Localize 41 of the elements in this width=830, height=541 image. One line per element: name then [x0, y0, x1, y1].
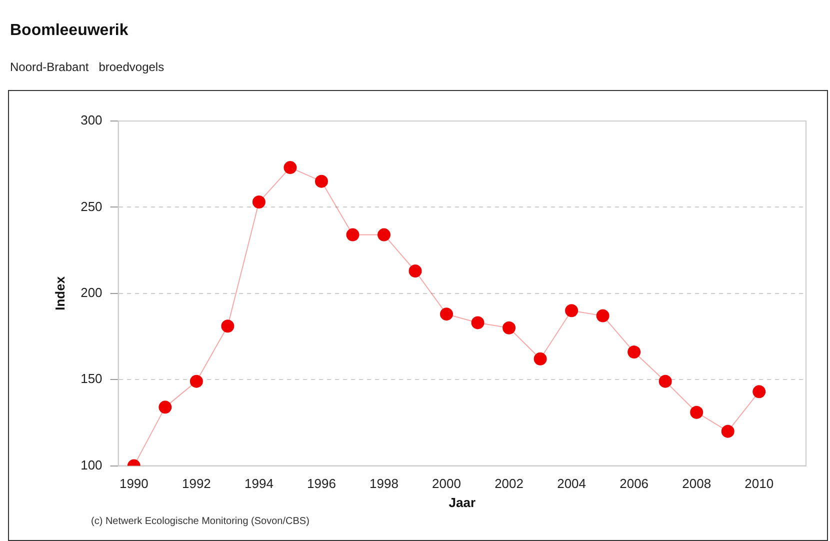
point — [565, 304, 578, 318]
point — [377, 228, 390, 242]
chart-title: Boomleeuwerik — [10, 22, 128, 40]
point — [752, 385, 766, 398]
chart-subtitle: Noord-Brabant broedvogels — [10, 60, 164, 74]
x-tick-label: 1998 — [370, 476, 398, 492]
x-tick-label: 1994 — [244, 476, 274, 492]
y-tick-label: 300 — [80, 112, 102, 128]
x-tick-label: 2010 — [744, 476, 774, 492]
point — [658, 374, 672, 388]
text: (c) Netwerk Ecologische Monitoring (Sovon/CBS) — [91, 516, 310, 527]
point — [158, 400, 172, 414]
x-tick-label: 1990 — [119, 476, 148, 492]
point — [284, 161, 297, 174]
y-tick-label: 250 — [80, 198, 102, 214]
x-tick-label: 1992 — [182, 476, 211, 492]
point — [596, 309, 610, 322]
point — [346, 228, 360, 242]
point — [471, 316, 484, 330]
y-axis-title: Index — [52, 276, 68, 310]
point — [408, 264, 422, 278]
point — [534, 352, 547, 366]
y-tick-label: 200 — [80, 284, 102, 300]
point — [690, 406, 704, 419]
x-tick-label: 1996 — [307, 476, 336, 492]
point — [721, 424, 734, 438]
x-tick-label: 2000 — [432, 476, 461, 492]
point — [221, 320, 234, 333]
y-tick-label: 150 — [80, 371, 102, 386]
point — [252, 196, 266, 209]
x-tick-label: 2006 — [620, 476, 649, 492]
point — [502, 321, 516, 334]
x-tick-label: 2004 — [557, 476, 586, 492]
point — [314, 174, 328, 188]
y-tick-label: 100 — [80, 457, 102, 472]
point — [440, 308, 454, 321]
x-tick-label: 2008 — [682, 476, 712, 492]
point — [190, 374, 203, 388]
x-tick-label: 2002 — [494, 476, 524, 492]
point — [628, 346, 641, 359]
x-axis-title: Jaar — [448, 494, 476, 510]
